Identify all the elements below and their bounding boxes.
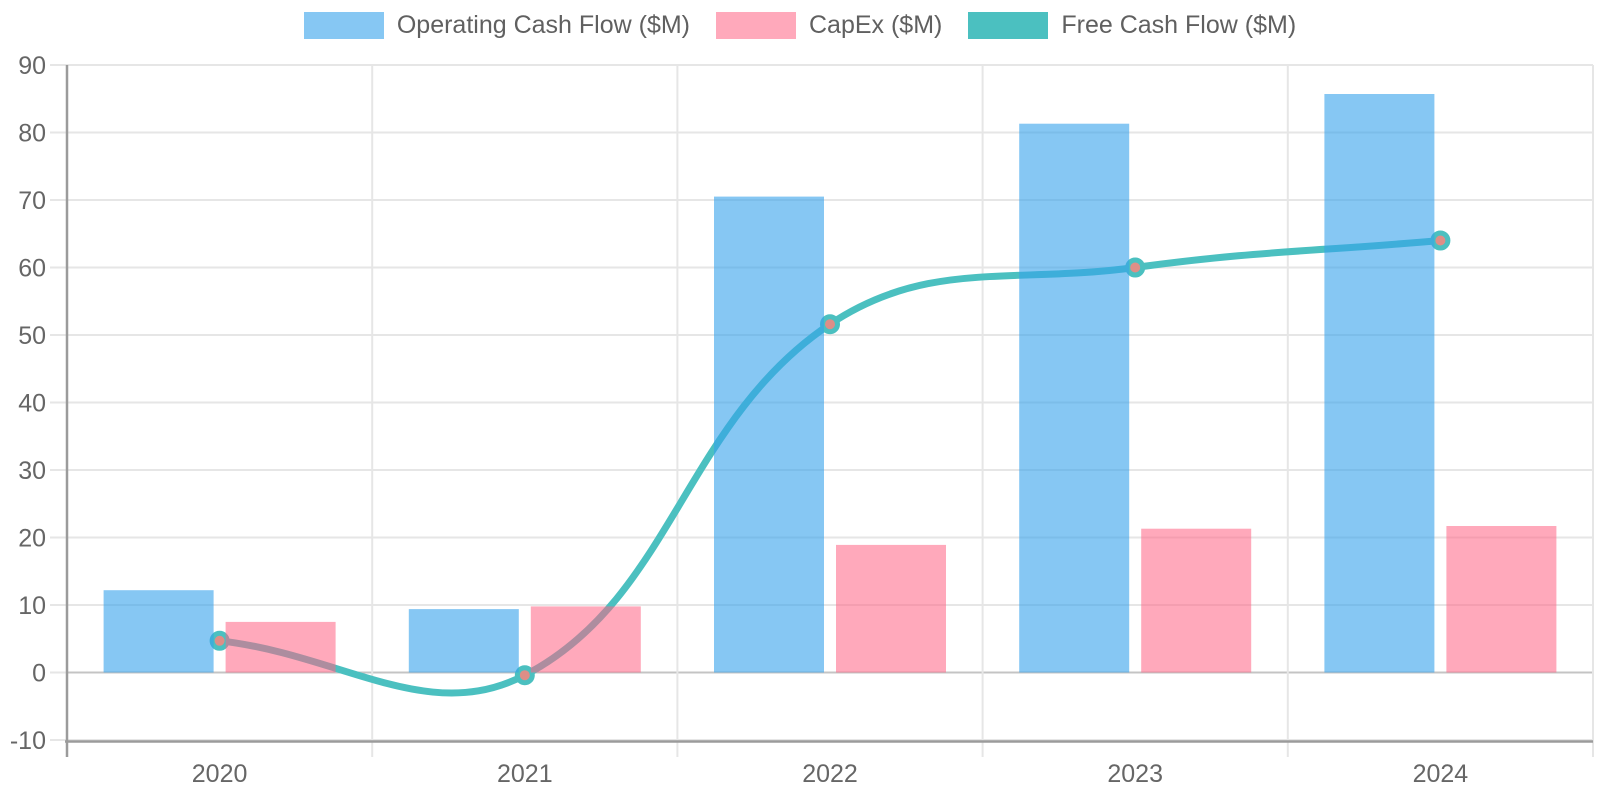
x-tick-label: 2023 [1107, 760, 1163, 788]
y-tick-label: 10 [18, 592, 46, 620]
operating-cash-flow-bar[interactable] [714, 196, 824, 673]
operating-cash-flow-bar[interactable] [1019, 123, 1130, 673]
free-cash-flow-point[interactable] [820, 314, 840, 335]
y-tick-label: 0 [32, 660, 46, 688]
y-tick-label: 80 [18, 120, 46, 148]
y-tick-label: 50 [18, 322, 46, 350]
legend-label-free-cash-flow: Free Cash Flow ($M) [1061, 11, 1297, 39]
capex-bar[interactable] [225, 621, 336, 673]
x-tick-label: 2024 [1413, 760, 1469, 788]
free-cash-flow-point[interactable] [1430, 230, 1451, 251]
y-tick-label: -10 [10, 727, 46, 755]
legend-label-operating-cash-flow: Operating Cash Flow ($M) [396, 11, 690, 39]
free-cash-flow-point[interactable] [514, 665, 535, 686]
x-tick-label: 2022 [802, 760, 858, 788]
legend-item-free-cash-flow[interactable]: Free Cash Flow ($M) [968, 12, 1296, 39]
capex-bar[interactable] [836, 544, 946, 673]
legend-item-capex[interactable]: CapEx ($M) [716, 12, 942, 39]
operating-cash-flow-bar[interactable] [1324, 94, 1435, 673]
legend-label-capex: CapEx ($M) [809, 11, 943, 39]
capex-bar[interactable] [1141, 528, 1252, 673]
y-tick-label: 70 [18, 187, 46, 215]
free-cash-flow-point[interactable] [209, 630, 230, 651]
y-tick-label: 40 [18, 390, 46, 418]
y-tick-label: 30 [18, 457, 46, 485]
operating-cash-flow-bar[interactable] [408, 609, 519, 673]
y-tick-label: 20 [18, 525, 46, 553]
x-tick-label: 2020 [192, 760, 248, 788]
y-tick-label: 90 [18, 52, 46, 80]
x-tick-label: 2021 [497, 760, 553, 788]
y-tick-label: 60 [18, 255, 46, 283]
chart-legend: Operating Cash Flow ($M) CapEx ($M) Free… [0, 12, 1600, 39]
legend-swatch-operating-cash-flow [303, 12, 384, 39]
legend-swatch-capex [716, 12, 796, 39]
legend-item-operating-cash-flow[interactable]: Operating Cash Flow ($M) [303, 11, 690, 39]
capex-bar[interactable] [1446, 526, 1557, 673]
free-cash-flow-line [216, 237, 1444, 697]
free-cash-flow-point[interactable] [1125, 257, 1146, 278]
operating-cash-flow-bar[interactable] [103, 590, 214, 673]
capex-bar[interactable] [530, 606, 641, 673]
legend-swatch-free-cash-flow [968, 12, 1049, 39]
